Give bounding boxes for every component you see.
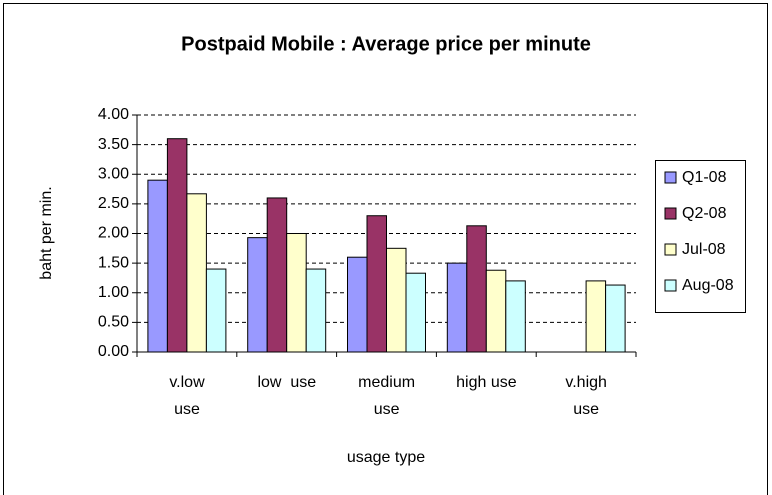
y-tick-label: 4.00	[98, 106, 129, 123]
y-tick-label: 3.50	[98, 136, 129, 153]
bar	[605, 284, 626, 353]
bar	[466, 225, 487, 353]
y-tick-label: 3.00	[98, 165, 129, 182]
bar	[585, 280, 607, 353]
legend-swatch	[664, 279, 677, 292]
bar	[485, 269, 507, 353]
x-tick-label: medium use	[358, 374, 416, 418]
bar	[266, 197, 288, 353]
chart-title: Postpaid Mobile : Average price per minu…	[181, 33, 591, 55]
bar	[205, 268, 227, 353]
x-axis-label: usage type	[347, 449, 425, 466]
y-axis-label: baht per min.	[38, 186, 55, 279]
bar	[366, 215, 387, 353]
bar	[386, 247, 407, 353]
x-tick-label: low use	[257, 374, 317, 391]
bar	[147, 179, 168, 353]
bar	[247, 237, 268, 353]
bar	[286, 233, 307, 353]
y-tick-label: 1.00	[98, 284, 129, 301]
y-tick-label: 0.00	[98, 343, 129, 360]
legend-swatch	[664, 243, 677, 256]
y-tick-label: 2.00	[98, 225, 129, 242]
x-tick-label: high use	[456, 374, 517, 391]
bar	[505, 280, 526, 353]
bar	[305, 268, 327, 353]
legend-label: Q2-08	[682, 205, 727, 222]
bar	[166, 138, 188, 353]
legend-swatch	[664, 207, 677, 220]
y-tick-label: 2.50	[98, 195, 129, 212]
y-tick-label: 1.50	[98, 254, 129, 271]
bar	[347, 256, 368, 353]
bar	[405, 272, 426, 353]
legend-label: Q1-08	[682, 169, 727, 186]
y-tick-label: 0.50	[98, 314, 129, 331]
legend-label: Aug-08	[682, 277, 734, 294]
legend-swatch	[664, 171, 677, 184]
bar	[446, 262, 468, 353]
legend-label: Jul-08	[682, 241, 726, 258]
x-tick-label: v.low use	[169, 374, 205, 418]
bar	[186, 193, 207, 353]
x-tick-label: v.high use	[565, 374, 607, 418]
